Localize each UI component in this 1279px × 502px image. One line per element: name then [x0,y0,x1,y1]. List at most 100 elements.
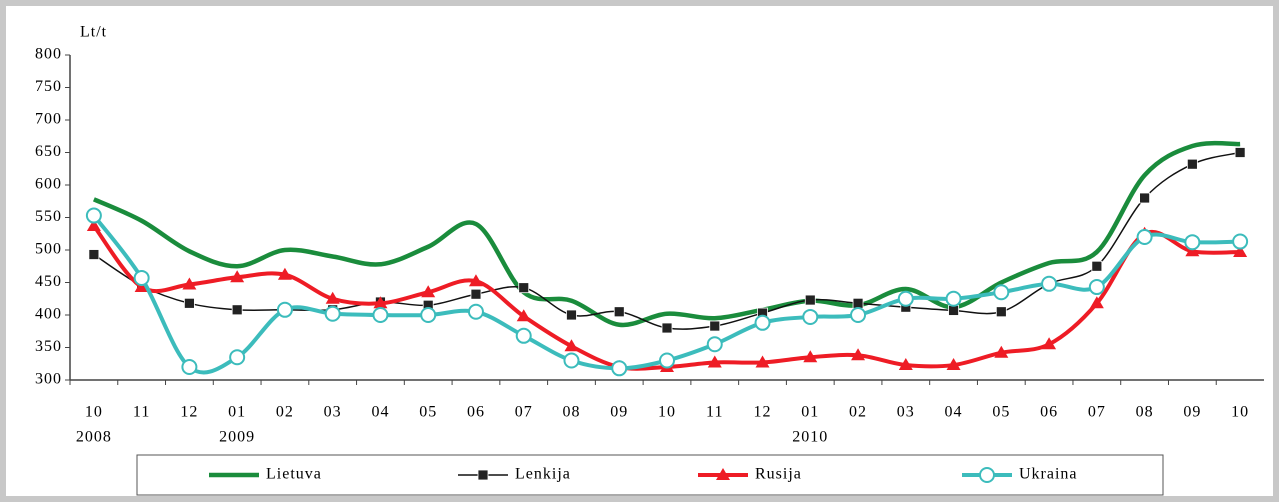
marker-circle [945,290,962,307]
x-tick-label: 01 [801,404,819,421]
marker-circle [563,352,580,369]
marker-square [661,322,673,334]
marker-triangle [803,350,818,363]
x-tick-label: 05 [419,404,437,421]
y-tick-label: 800 [35,46,62,63]
series-line [92,140,1241,328]
marker-circle [659,352,675,369]
marker-square [1186,158,1198,170]
marker-square [88,249,100,260]
x-tick-label: 10 [1231,404,1249,421]
y-tick-label: 700 [35,111,62,128]
x-tick-label: 12 [754,404,772,421]
marker-square [477,469,489,481]
marker-circle [1184,234,1201,251]
marker-circle [1088,279,1105,296]
x-tick-label: 08 [562,404,580,421]
marker-triangle [1089,296,1104,309]
marker-circle [467,303,484,320]
marker-triangle [325,291,340,304]
marker-circle [276,301,293,318]
marker-square [995,306,1007,318]
marker-triangle [86,218,101,231]
x-tick-label: 06 [467,404,485,421]
marker-circle [133,269,150,286]
x-tick-label: 01 [228,404,246,421]
marker-triangle [516,309,531,322]
marker-circle [85,207,102,224]
x-tick-label: 10 [658,404,676,421]
y-tick-label: 300 [35,371,62,388]
y-tick-label: 500 [35,241,62,258]
marker-square [1139,192,1150,204]
marker-triangle [468,274,483,287]
year-label: 2009 [219,429,255,446]
year-label: 2008 [76,429,112,446]
x-tick-label: 04 [945,404,963,421]
marker-circle [850,307,867,323]
y-tick-label: 650 [35,143,62,160]
marker-triangle [182,277,197,290]
x-tick-label: 10 [85,404,103,421]
marker-triangle [851,348,866,361]
marker-triangle [755,355,770,368]
marker-triangle [707,355,722,368]
marker-triangle [373,296,388,309]
x-tick-label: 05 [992,404,1010,421]
marker-square [231,304,243,316]
y-tick-label: 450 [35,273,62,290]
marker-circle [611,360,628,377]
marker-square [948,305,959,316]
marker-square [709,320,721,332]
y-tick-label: 550 [35,208,62,225]
marker-square [804,294,816,306]
marker-square [852,297,864,309]
marker-circle [1136,229,1153,245]
year-label: 2010 [792,429,828,446]
marker-square [1091,260,1103,272]
marker-square [183,297,195,309]
y-tick-label: 400 [35,306,62,323]
marker-square [518,282,530,294]
marker-circle [1232,233,1249,250]
x-tick-label: 11 [133,404,150,421]
marker-triangle [716,468,730,480]
x-tick-label: 09 [610,404,628,421]
x-tick-label: 08 [1136,404,1154,421]
marker-circle [897,290,914,307]
marker-circle [979,467,995,483]
marker-circle [181,359,198,375]
x-tick-label: 03 [324,404,342,421]
marker-triangle [1185,244,1200,257]
marker-triangle [134,280,149,293]
marker-circle [372,307,389,323]
marker-circle [229,349,246,366]
legend-label: Ukraina [1019,466,1078,483]
marker-triangle [230,270,245,283]
marker-triangle [1042,337,1057,350]
x-tick-label: 02 [849,404,867,421]
marker-triangle [421,285,436,298]
marker-square [470,288,482,300]
marker-circle [324,305,341,322]
x-tick-label: 11 [706,404,723,421]
marker-circle [420,307,437,323]
x-tick-label: 02 [276,404,294,421]
x-tick-label: 04 [371,404,389,421]
marker-circle [802,308,819,325]
marker-triangle [564,339,579,352]
y-tick-label: 600 [35,176,62,193]
marker-square [613,306,625,318]
marker-triangle [994,345,1009,358]
marker-circle [1041,275,1058,292]
marker-square [1234,147,1246,158]
marker-circle [993,284,1010,301]
legend-label: Lietuva [266,466,322,483]
x-tick-label: 12 [180,404,198,421]
x-tick-label: 07 [515,404,533,421]
marker-triangle [946,358,961,371]
legend-label: Lenkija [515,466,571,483]
marker-triangle [277,267,292,280]
x-tick-label: 07 [1088,404,1106,421]
